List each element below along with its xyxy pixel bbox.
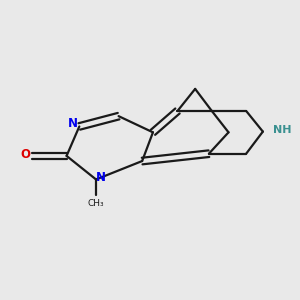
Text: N: N [96,172,106,184]
Text: O: O [21,148,31,161]
Text: N: N [68,117,78,130]
Text: NH: NH [273,125,292,135]
Text: CH₃: CH₃ [88,199,104,208]
